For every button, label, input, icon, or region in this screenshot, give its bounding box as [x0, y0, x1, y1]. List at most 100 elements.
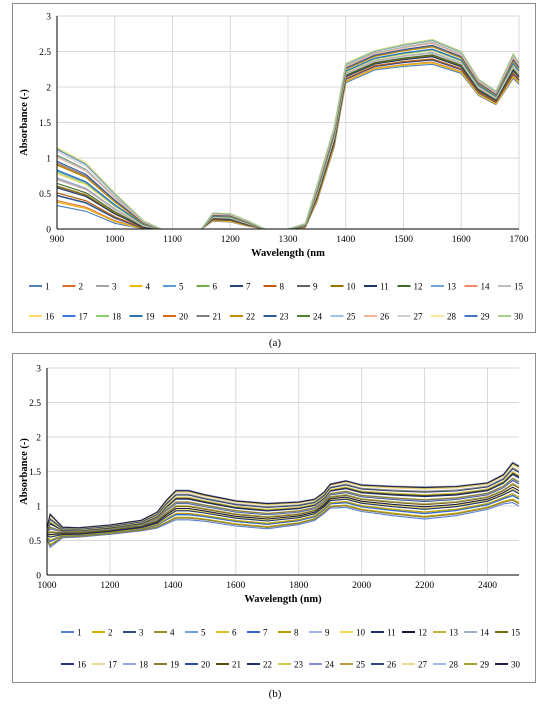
- x-tick-label: 2200: [415, 581, 434, 591]
- legend-label-20: 20: [201, 660, 211, 670]
- legend-label-5: 5: [201, 628, 206, 638]
- legend-label-25: 25: [356, 660, 366, 670]
- chart-panel-b: 1000 1200 1400 1600 1800 2000 2200 2400 0 0.5 1 1.5…: [12, 353, 536, 683]
- x-tick-label: 1000: [105, 235, 124, 245]
- legend-label-3: 3: [112, 282, 117, 292]
- x-tick-label: 1600: [452, 235, 471, 245]
- x-tick-label: 2000: [352, 581, 371, 591]
- y-axis-title: Absorbance (-): [19, 438, 30, 505]
- legend-label-27: 27: [418, 660, 428, 670]
- series-line-8: [46, 493, 520, 541]
- legend-label-11: 11: [387, 628, 396, 638]
- legend-label-2: 2: [108, 628, 113, 638]
- legend-label-13: 13: [449, 628, 459, 638]
- y-tick-label: 3: [36, 365, 41, 375]
- legend-label-3: 3: [139, 628, 144, 638]
- x-axis-title: Wavelength (nm): [244, 594, 322, 605]
- legend-label-6: 6: [213, 282, 218, 292]
- x-tick-label: 1200: [100, 581, 119, 591]
- legend-label-6: 6: [232, 628, 237, 638]
- y-tick-label: 1.5: [29, 468, 41, 478]
- legend-label-16: 16: [45, 312, 55, 322]
- series-line-4: [46, 499, 520, 547]
- series-line-11: [46, 489, 520, 538]
- x-tick-label: 1600: [226, 581, 245, 591]
- legend-label-18: 18: [112, 312, 122, 322]
- x-tick-label: 1000: [38, 581, 57, 591]
- series-line-19: [46, 477, 520, 533]
- legend-label-1: 1: [77, 628, 82, 638]
- legend-label-15: 15: [511, 628, 521, 638]
- y-tick-label: 1: [46, 155, 51, 165]
- y-axis-title: Absorbance (-): [19, 89, 30, 156]
- legend-label-13: 13: [447, 282, 457, 292]
- legend-label-30: 30: [514, 312, 524, 322]
- legend-label-27: 27: [414, 312, 424, 322]
- x-tick-label: 1400: [336, 235, 355, 245]
- y-tick-label: 0.5: [39, 190, 51, 200]
- y-tick-label: 2.5: [29, 399, 41, 409]
- y-tick-label: 3: [46, 13, 51, 23]
- y-tick-label: 0: [46, 226, 51, 236]
- legend-label-7: 7: [263, 628, 268, 638]
- legend-label-12: 12: [414, 282, 423, 292]
- series-line-15: [46, 483, 520, 535]
- x-tick-label: 1400: [163, 581, 182, 591]
- legend-label-21: 21: [232, 660, 241, 670]
- series-line-23: [46, 471, 520, 532]
- legend-label-14: 14: [480, 628, 490, 638]
- legend-label-18: 18: [139, 660, 149, 670]
- legend-label-10: 10: [356, 628, 366, 638]
- legend-label-25: 25: [347, 312, 357, 322]
- legend-label-22: 22: [263, 660, 272, 670]
- legend-label-23: 23: [280, 312, 290, 322]
- legend-label-16: 16: [77, 660, 87, 670]
- y-tick-label: 1: [36, 503, 41, 513]
- series-line-30: [46, 462, 520, 529]
- legend-label-19: 19: [146, 312, 156, 322]
- chart-a-svg: 900 1000 1100 1200 1300 1400 1500 1600 1700 0 0.5 1…: [19, 13, 529, 322]
- legend-label-14: 14: [481, 282, 491, 292]
- legend-label-24: 24: [313, 312, 323, 322]
- series-line-26: [46, 468, 520, 531]
- caption-a: (a): [268, 337, 282, 349]
- chart-panel-a: 900 1000 1100 1200 1300 1400 1500 1600 1700 0 0.5 1…: [12, 3, 536, 333]
- legend-label-17: 17: [108, 660, 118, 670]
- legend-label-15: 15: [514, 282, 524, 292]
- legend-label-28: 28: [447, 312, 457, 322]
- y-tick-label: 1.5: [39, 119, 51, 129]
- legend-label-20: 20: [179, 312, 189, 322]
- legend-label-1: 1: [45, 282, 50, 292]
- legend-label-17: 17: [79, 312, 89, 322]
- legend-label-2: 2: [79, 282, 84, 292]
- legend-label-9: 9: [325, 628, 330, 638]
- x-tick-label: 1100: [163, 235, 182, 245]
- legend-label-21: 21: [213, 312, 222, 322]
- y-tick-label: 2.5: [39, 48, 51, 58]
- chart-b-svg: 1000 1200 1400 1600 1800 2000 2200 2400 0 0.5 1 1.5…: [19, 365, 521, 670]
- legend-label-7: 7: [246, 282, 251, 292]
- legend-label-11: 11: [380, 282, 389, 292]
- legend-label-8: 8: [280, 282, 285, 292]
- x-tick-label: 900: [50, 235, 65, 245]
- x-tick-label: 1300: [279, 235, 298, 245]
- y-tick-label: 2: [36, 434, 41, 444]
- y-tick-label: 0.5: [29, 537, 41, 547]
- x-axis-title: Wavelength (nm: [251, 248, 325, 259]
- legend-label-10: 10: [347, 282, 357, 292]
- series-line-30: [56, 39, 520, 230]
- legend-label-8: 8: [294, 628, 299, 638]
- x-tick-label: 2400: [478, 581, 497, 591]
- legend-label-30: 30: [511, 660, 521, 670]
- x-tick-label: 1700: [510, 235, 529, 245]
- legend-label-23: 23: [294, 660, 304, 670]
- legend-label-19: 19: [170, 660, 180, 670]
- x-tick-label: 1800: [289, 581, 308, 591]
- series-line-22: [46, 473, 520, 532]
- legend-label-29: 29: [480, 660, 490, 670]
- legend-label-4: 4: [170, 628, 175, 638]
- legend-label-24: 24: [325, 660, 335, 670]
- caption-b: (b): [268, 688, 282, 700]
- series-line-12: [46, 486, 520, 536]
- legend-label-29: 29: [481, 312, 491, 322]
